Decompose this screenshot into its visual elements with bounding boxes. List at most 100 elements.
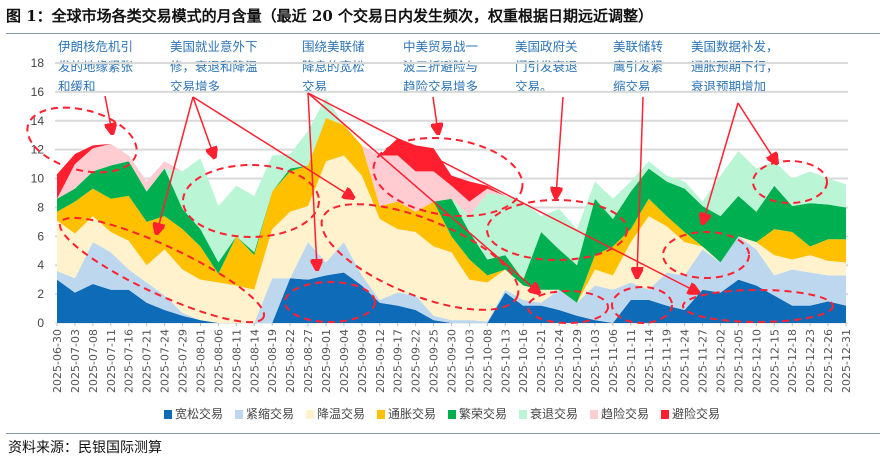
annotation-arrow [192, 96, 214, 156]
highlight-ellipse [320, 203, 520, 311]
x-tick-label: 2025-12-10 [750, 329, 763, 393]
legend-label: 趋险交易 [601, 407, 650, 421]
x-tick-label: 2025-11-19 [661, 329, 674, 393]
legend-label: 通胀交易 [387, 407, 436, 421]
x-tick-label: 2025-11-03 [589, 329, 602, 393]
x-tick-label: 2025-09-09 [356, 329, 369, 393]
highlight-ellipse [182, 164, 320, 238]
legend-item: 降温交易 [305, 405, 365, 422]
y-tick-label: 14 [31, 114, 45, 128]
figure-title: 图 1：全球市场各类交易模式的月含量（最近 20 个交易日内发生频次，权重根据日… [6, 7, 653, 25]
x-tick-label: 2025-09-17 [392, 329, 405, 393]
legend-swatch [305, 410, 314, 419]
legend-label: 降温交易 [316, 407, 365, 421]
highlight-ellipse [486, 199, 628, 261]
x-tick-label: 2025-11-14 [643, 329, 656, 393]
y-tick-label: 0 [37, 316, 44, 330]
highlight-ellipse [26, 106, 138, 174]
highlight-ellipse [752, 160, 828, 204]
annotation-arrow [433, 96, 438, 132]
highlight-ellipse [372, 136, 524, 218]
x-tick-label: 2025-07-29 [177, 329, 190, 393]
x-tick-label: 2025-08-22 [284, 329, 297, 393]
area-series-繁荣交易 [57, 117, 846, 303]
annotation-overlay [26, 92, 834, 324]
x-tick-label: 2025-11-06 [607, 329, 620, 393]
highlight-ellipse [611, 286, 673, 324]
x-tick-label: 2025-10-03 [463, 329, 476, 393]
annotation-arrow [307, 92, 538, 292]
x-tick-label: 2025-10-29 [571, 329, 584, 393]
legend: 宽松交易 紧缩交易 降温交易 通胀交易 繁荣交易 衰退交易 趋险交易 避险交易 [0, 405, 884, 422]
annotation-arrow [637, 96, 644, 276]
title-divider [6, 33, 880, 34]
x-tick-label: 2025-09-04 [338, 329, 351, 393]
legend-swatch [590, 410, 599, 419]
legend-item: 宽松交易 [163, 405, 223, 422]
area-series-紧缩交易 [57, 236, 846, 323]
x-tick-label: 2025-08-11 [230, 329, 243, 393]
x-tick-label: 2025-12-18 [786, 329, 799, 393]
y-tick-label: 16 [31, 85, 45, 99]
x-tick-label: 2025-07-21 [141, 329, 154, 393]
legend-label: 衰退交易 [530, 407, 579, 421]
area-series-通胀交易 [57, 117, 846, 303]
x-tick-label: 2025-07-03 [69, 329, 82, 393]
x-tick-label: 2025-09-25 [428, 329, 441, 393]
x-tick-label: 2025-10-21 [535, 329, 548, 393]
annotation-arrow [307, 92, 697, 292]
source-divider [6, 433, 880, 434]
y-tick-label: 18 [31, 56, 45, 70]
x-tick-label: 2025-07-11 [105, 329, 118, 393]
legend-swatch [448, 410, 456, 419]
legend-item: 衰退交易 [519, 405, 578, 422]
source-note: 资料来源：民银国际测算 [8, 440, 162, 456]
legend-label: 紧缩交易 [245, 407, 294, 421]
x-tick-label: 2025-10-16 [517, 329, 530, 393]
x-tick-label: 2025-09-30 [446, 329, 459, 393]
x-tick-label: 2025-08-27 [302, 329, 315, 393]
annotation-arrow [157, 96, 194, 232]
highlight-ellipse [682, 289, 834, 323]
annotation-arrow [192, 96, 352, 197]
x-tick-label: 2025-10-08 [481, 329, 494, 393]
x-tick-label: 2025-08-06 [212, 329, 225, 393]
area-series-宽松交易 [57, 272, 846, 323]
x-tick-label: 2025-11-11 [625, 329, 638, 393]
legend-item: 繁荣交易 [448, 405, 507, 422]
x-tick-label: 2025-09-22 [410, 329, 423, 393]
legend-label: 宽松交易 [174, 407, 223, 421]
y-tick-label: 6 [37, 229, 44, 243]
legend-swatch [376, 410, 385, 419]
x-tick-label: 2025-08-14 [248, 329, 261, 393]
x-tick-label: 2025-12-15 [768, 329, 781, 393]
legend-item: 紧缩交易 [234, 405, 294, 422]
area-series-降温交易 [57, 155, 846, 323]
x-tick-label: 2025-09-01 [320, 329, 333, 393]
legend-item: 趋险交易 [590, 405, 649, 422]
highlight-ellipse [284, 281, 376, 323]
x-tick-label: 2025-12-31 [840, 329, 853, 393]
area-series-衰退交易 [57, 97, 846, 280]
x-tick-label: 2025-08-19 [266, 329, 279, 393]
x-tick-label: 2025-07-24 [159, 329, 172, 393]
legend-swatch [163, 410, 172, 419]
x-tick-label: 2025-10-13 [499, 329, 512, 393]
x-tick-label: 2025-12-26 [822, 329, 835, 393]
highlight-ellipse [58, 216, 266, 324]
x-tick-label: 2025-08-01 [194, 329, 207, 393]
annotation-arrow [703, 102, 739, 222]
x-tick-label: 2025-12-02 [714, 329, 727, 393]
x-tick-label: 2025-12-23 [804, 329, 817, 393]
legend-label: 避险交易 [672, 407, 721, 421]
annotation-arrow [104, 95, 112, 132]
legend-label: 繁荣交易 [459, 407, 508, 421]
x-tick-label: 2025-07-16 [123, 329, 136, 393]
annotation-arrow [307, 92, 317, 268]
x-tick-label: 2025-07-08 [87, 329, 100, 393]
x-tick-label: 2025-11-27 [697, 329, 710, 393]
x-tick-label: 2025-10-24 [553, 329, 566, 393]
legend-item: 通胀交易 [376, 405, 436, 422]
